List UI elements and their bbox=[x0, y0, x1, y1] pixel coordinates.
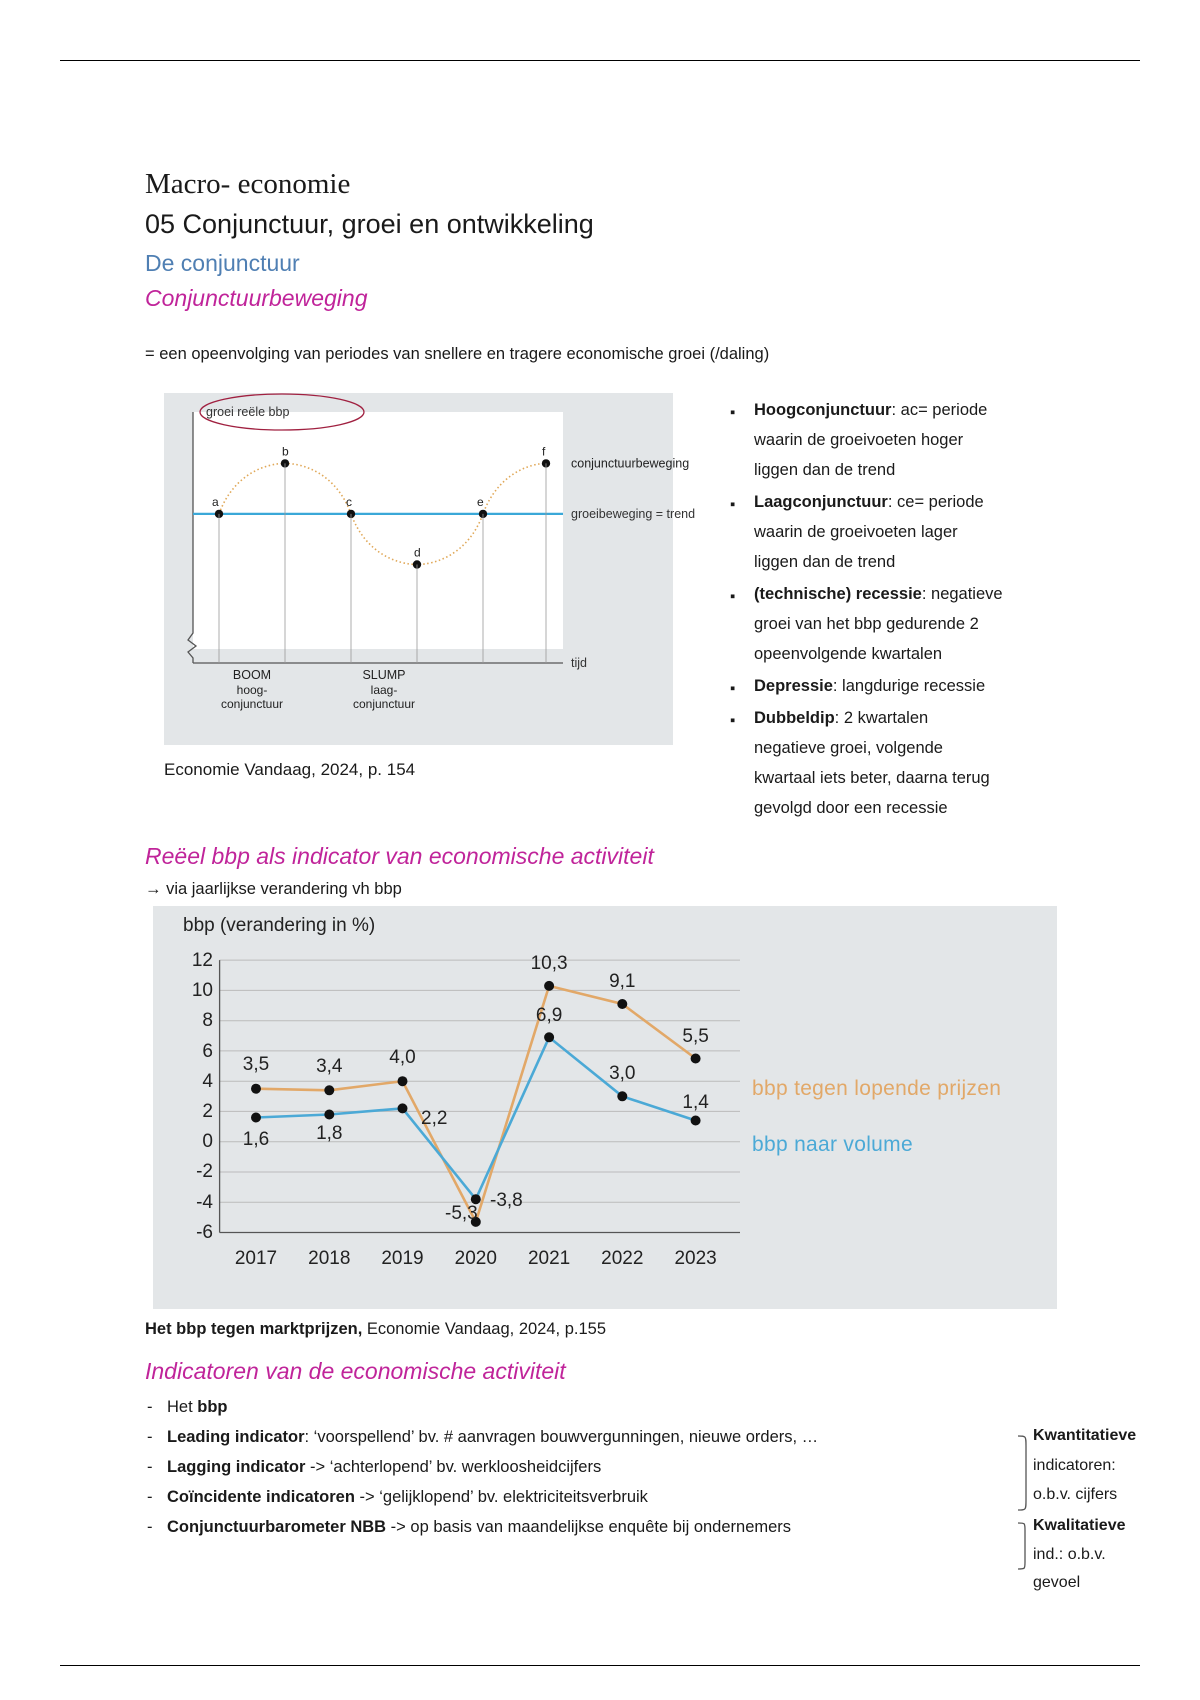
svg-text:a: a bbox=[212, 495, 219, 509]
svg-text:3,4: 3,4 bbox=[316, 1056, 343, 1077]
svg-text:1,8: 1,8 bbox=[316, 1123, 342, 1144]
svg-text:groeibeweging = trend: groeibeweging = trend bbox=[571, 507, 695, 521]
svg-text:10,3: 10,3 bbox=[531, 953, 568, 974]
svg-text:d: d bbox=[414, 546, 421, 560]
svg-text:4: 4 bbox=[202, 1071, 213, 1092]
svg-text:2022: 2022 bbox=[601, 1248, 643, 1269]
svg-text:bbp (verandering in %): bbp (verandering in %) bbox=[183, 915, 375, 936]
svg-text:tijd: tijd bbox=[571, 656, 587, 670]
svg-text:2020: 2020 bbox=[455, 1248, 497, 1269]
svg-text:laag-: laag- bbox=[371, 683, 398, 697]
svg-text:-3,8: -3,8 bbox=[490, 1190, 523, 1211]
svg-text:2019: 2019 bbox=[381, 1248, 423, 1269]
svg-text:2023: 2023 bbox=[674, 1248, 716, 1269]
svg-text:SLUMP: SLUMP bbox=[362, 668, 405, 682]
svg-text:1,6: 1,6 bbox=[243, 1129, 269, 1150]
svg-text:-4: -4 bbox=[196, 1192, 213, 1213]
svg-text:BOOM: BOOM bbox=[233, 668, 271, 682]
svg-text:e: e bbox=[477, 495, 484, 509]
svg-text:conjunctuur: conjunctuur bbox=[353, 697, 415, 711]
svg-text:-2: -2 bbox=[196, 1161, 213, 1182]
svg-text:12: 12 bbox=[192, 950, 213, 971]
svg-text:1,4: 1,4 bbox=[682, 1092, 709, 1113]
svg-text:bbp naar volume: bbp naar volume bbox=[752, 1133, 913, 1156]
svg-text:3,5: 3,5 bbox=[243, 1054, 269, 1075]
svg-text:-6: -6 bbox=[196, 1222, 213, 1243]
svg-text:conjunctuurbeweging: conjunctuurbeweging bbox=[571, 456, 689, 470]
svg-text:9,1: 9,1 bbox=[609, 971, 635, 992]
svg-text:conjunctuur: conjunctuur bbox=[221, 697, 283, 711]
svg-text:bbp tegen lopende prijzen: bbp tegen lopende prijzen bbox=[752, 1077, 1001, 1100]
svg-text:5,5: 5,5 bbox=[682, 1026, 708, 1047]
svg-text:b: b bbox=[282, 444, 289, 458]
svg-text:groei reële bbp: groei reële bbp bbox=[206, 405, 289, 419]
svg-text:c: c bbox=[346, 495, 352, 509]
svg-text:2017: 2017 bbox=[235, 1248, 277, 1269]
svg-text:0: 0 bbox=[202, 1131, 213, 1152]
svg-text:6: 6 bbox=[202, 1041, 213, 1062]
svg-text:8: 8 bbox=[202, 1010, 213, 1031]
svg-text:-5,3: -5,3 bbox=[445, 1203, 478, 1224]
svg-text:2018: 2018 bbox=[308, 1248, 350, 1269]
svg-text:2021: 2021 bbox=[528, 1248, 570, 1269]
svg-text:6,9: 6,9 bbox=[536, 1005, 562, 1026]
svg-text:3,0: 3,0 bbox=[609, 1063, 635, 1084]
svg-text:10: 10 bbox=[192, 980, 213, 1001]
svg-text:2: 2 bbox=[202, 1101, 213, 1122]
svg-text:hoog-: hoog- bbox=[237, 683, 268, 697]
svg-text:4,0: 4,0 bbox=[389, 1047, 415, 1068]
svg-text:2,2: 2,2 bbox=[421, 1108, 447, 1129]
